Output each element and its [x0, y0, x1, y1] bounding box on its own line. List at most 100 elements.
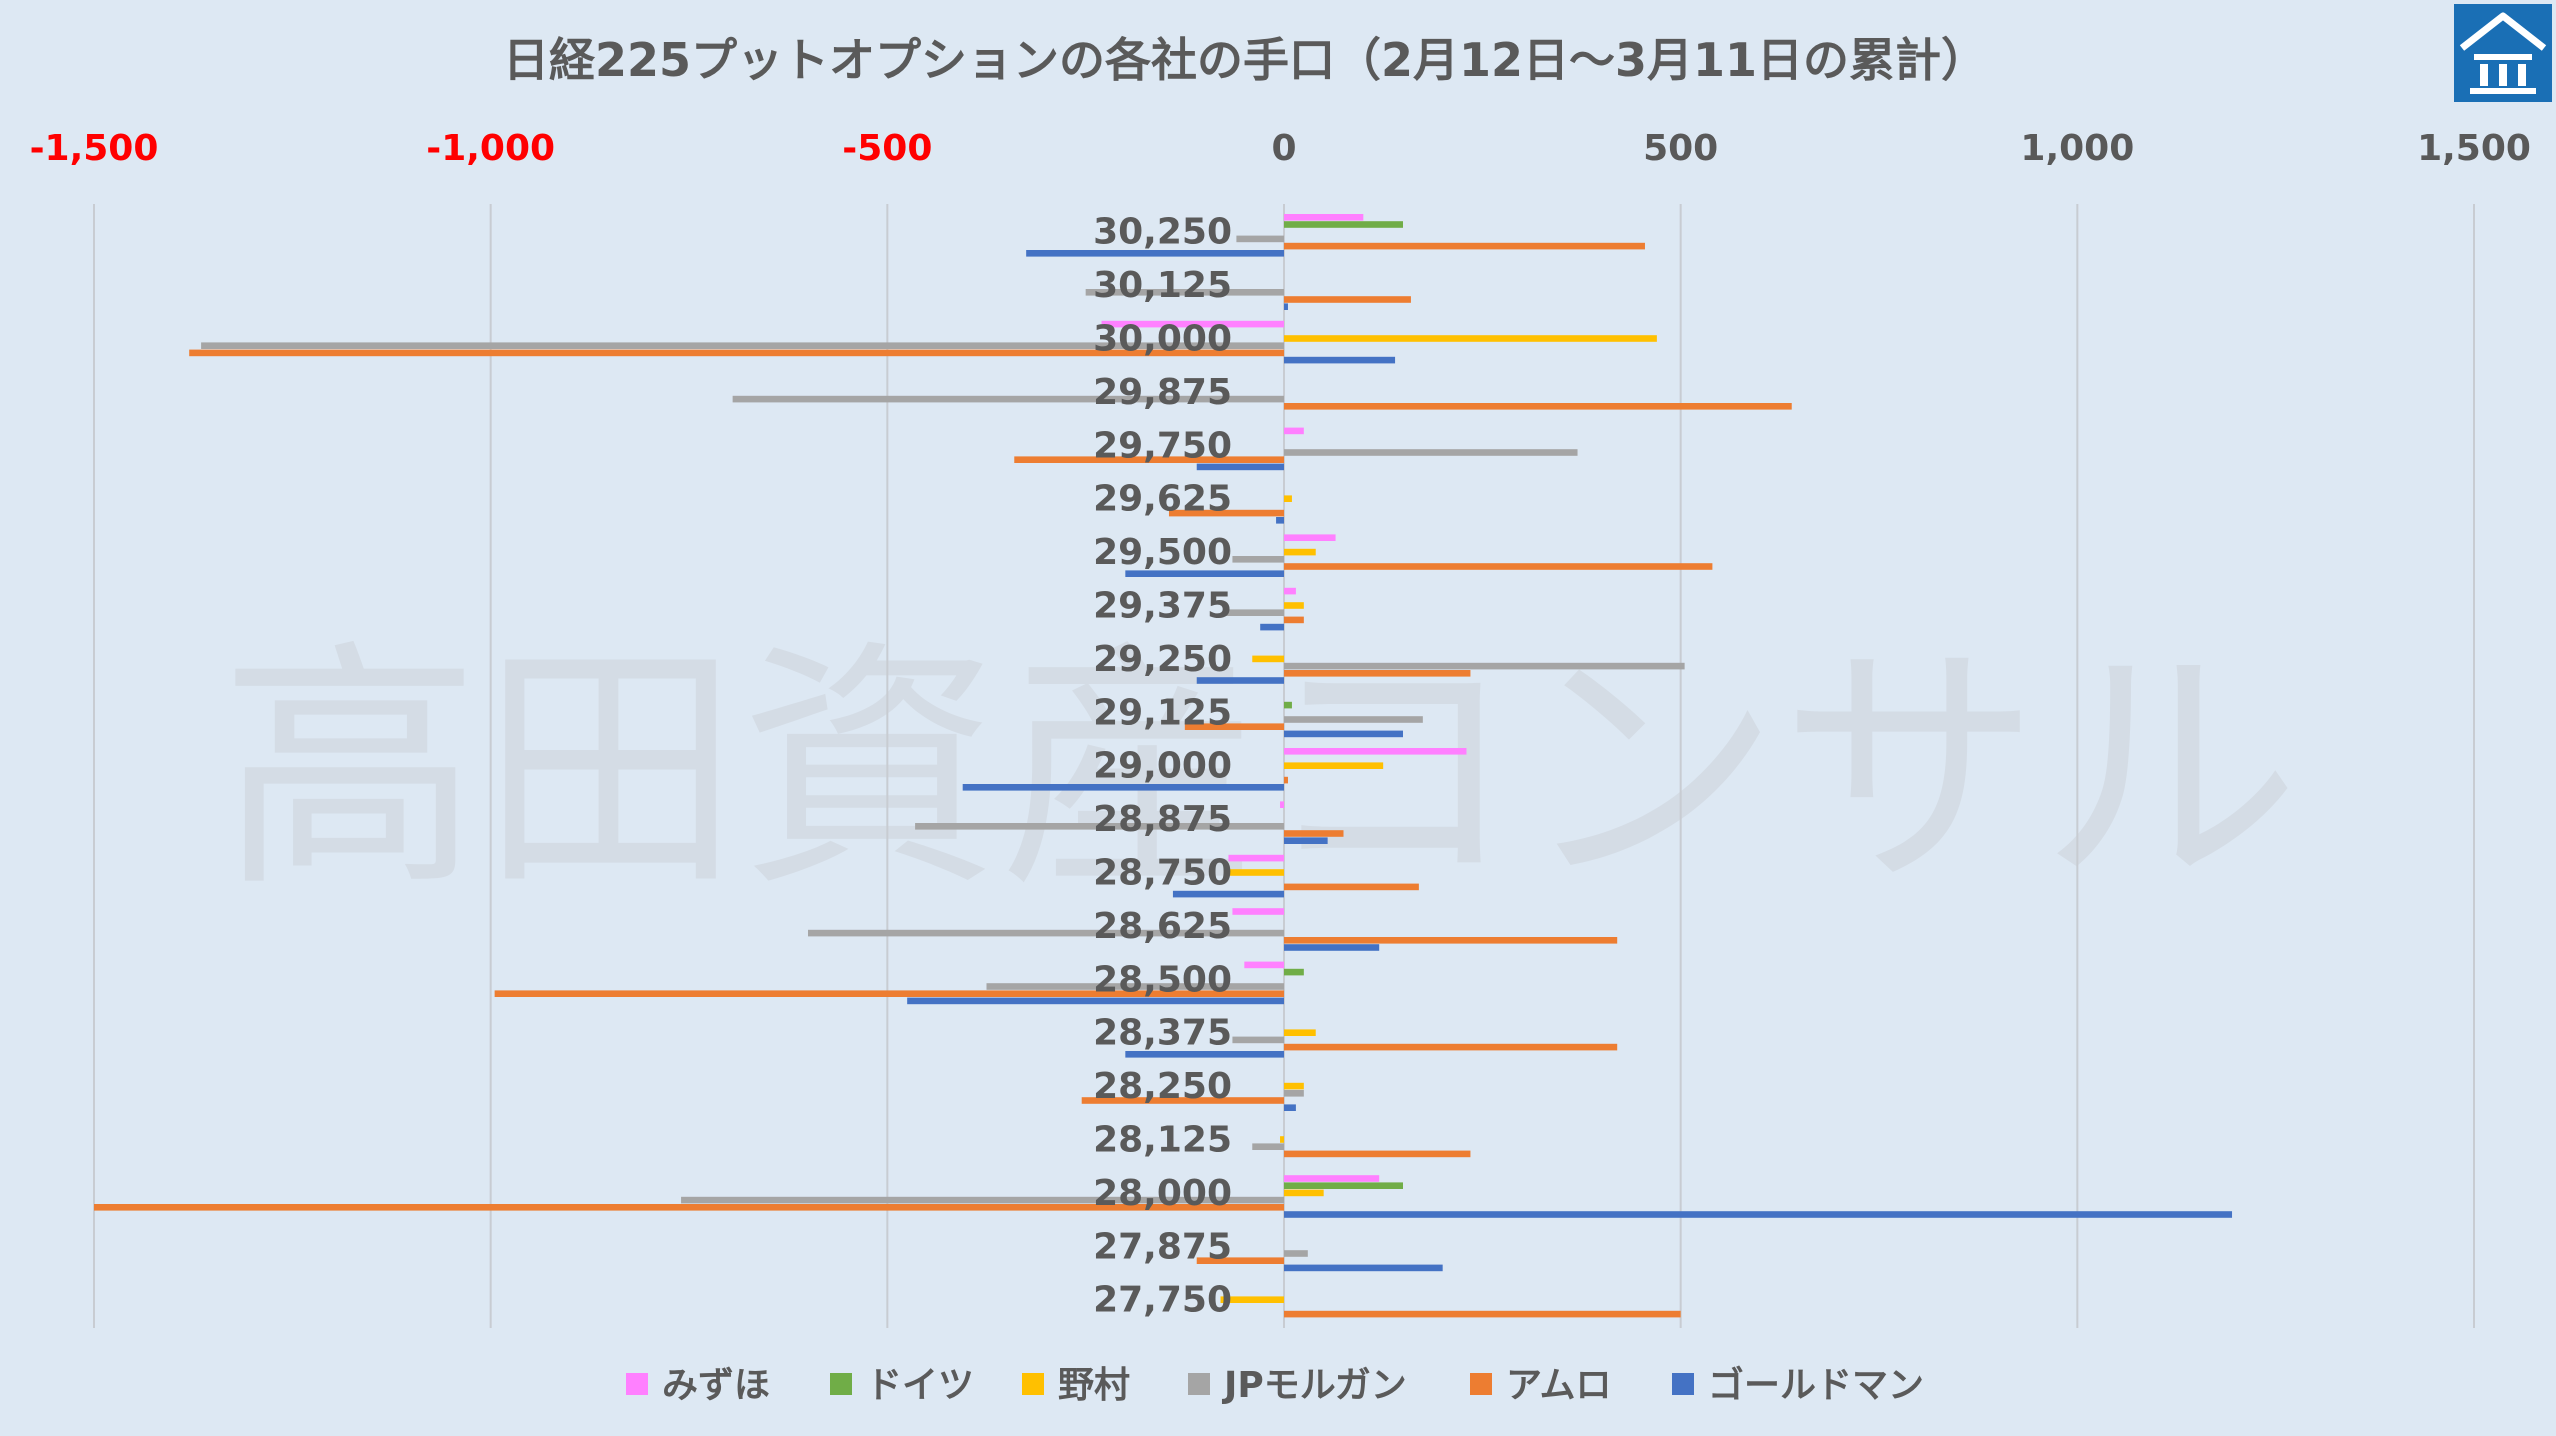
bar	[1244, 961, 1284, 969]
bar	[1284, 1211, 2233, 1218]
bar	[1196, 677, 1284, 684]
bar	[907, 997, 1284, 1005]
house-logo-icon	[2454, 4, 2552, 102]
bar	[1284, 716, 1423, 723]
category-label: 29,625	[1093, 479, 1232, 520]
bar	[1276, 517, 1284, 524]
bar	[1125, 570, 1284, 577]
bar	[1284, 214, 1364, 221]
x-tick-label: 500	[1643, 128, 1718, 169]
bar	[1284, 587, 1296, 595]
bar	[1284, 748, 1467, 755]
bar	[1284, 303, 1288, 310]
bar	[1284, 1264, 1443, 1272]
bar	[1284, 616, 1304, 624]
bar	[1228, 869, 1284, 876]
bar	[1284, 701, 1292, 709]
bar	[1284, 548, 1316, 556]
bar	[1284, 670, 1471, 677]
bar	[1284, 968, 1304, 976]
bar	[1284, 937, 1618, 944]
bar	[1284, 1189, 1324, 1197]
bar	[1284, 1043, 1618, 1051]
category-label: 29,500	[1093, 532, 1232, 573]
category-label: 29,750	[1093, 425, 1232, 466]
bar	[1252, 655, 1284, 663]
bar	[1196, 463, 1284, 471]
x-tick-label: 1,000	[2020, 128, 2134, 169]
bar	[1172, 890, 1284, 898]
legend-swatch	[1672, 1373, 1694, 1395]
bar	[986, 983, 1284, 990]
legend-label: みずほ	[662, 1365, 770, 1406]
bar	[962, 784, 1284, 791]
x-axis-ticks: -1,500 -1,000 -500 0 500 1,000 1,500	[30, 128, 2531, 169]
bar	[494, 990, 1285, 997]
bar	[1284, 221, 1403, 228]
bar	[1284, 883, 1419, 891]
bar	[1026, 250, 1284, 257]
bar	[1284, 1104, 1296, 1111]
category-label: 29,375	[1093, 586, 1232, 627]
category-labels: 30,250 30,125 30,000 29,875 29,750 29,625 29,5…	[1093, 212, 1232, 1321]
category-label: 28,875	[1093, 799, 1232, 840]
bar	[1168, 509, 1284, 517]
bar	[1284, 1310, 1681, 1318]
category-label: 30,125	[1093, 265, 1232, 306]
bar	[808, 929, 1284, 937]
legend-swatch	[1022, 1373, 1044, 1395]
category-label: 27,750	[1093, 1280, 1232, 1321]
category-label: 30,250	[1093, 212, 1232, 253]
category-label: 28,125	[1093, 1120, 1232, 1161]
category-label: 28,750	[1093, 853, 1232, 894]
bar	[1232, 908, 1284, 915]
bar	[1280, 1136, 1284, 1143]
bar	[1284, 762, 1384, 769]
bar	[1284, 1029, 1316, 1036]
bar	[1284, 335, 1657, 342]
bar	[1184, 723, 1284, 730]
category-label: 28,375	[1093, 1013, 1232, 1054]
bar	[1284, 1182, 1403, 1189]
watermark: 高田資産コンサル	[220, 620, 2300, 922]
bar	[915, 823, 1284, 830]
bar	[1284, 837, 1328, 844]
bar	[732, 395, 1284, 403]
bar	[1260, 623, 1284, 631]
bars	[94, 214, 2233, 1318]
bar	[1284, 427, 1304, 435]
bar	[1284, 944, 1380, 951]
category-label: 29,875	[1093, 372, 1232, 413]
x-tick-label: -1,000	[426, 128, 555, 169]
bar	[1284, 356, 1396, 364]
x-tick-label: 1,500	[2417, 128, 2531, 169]
bar	[1232, 1036, 1284, 1044]
bar	[1284, 449, 1578, 456]
legend-label: 野村	[1058, 1365, 1130, 1406]
bar	[681, 1196, 1284, 1204]
bar	[94, 1204, 1284, 1211]
bar	[1284, 1082, 1304, 1090]
bar	[1284, 602, 1304, 609]
bar	[1284, 1250, 1308, 1257]
legend-label: ドイツ	[866, 1365, 974, 1406]
chart-title: 日経225プットオプションの各社の手口（2月12日～3月11日の累計）	[503, 33, 1987, 87]
bar	[1284, 563, 1713, 570]
legend-swatch	[1470, 1373, 1492, 1395]
legend: みずほ ドイツ 野村 JPモルガン アムロ ゴールドマン	[626, 1364, 1924, 1406]
bar	[1101, 320, 1284, 328]
bar	[1220, 1296, 1284, 1303]
x-tick-label: -500	[842, 128, 932, 169]
bar	[1284, 534, 1336, 541]
legend-label: ゴールドマン	[1708, 1364, 1924, 1406]
bar	[1284, 830, 1344, 837]
x-tick-label: 0	[1271, 128, 1296, 169]
bar	[1284, 495, 1292, 502]
legend-swatch	[626, 1373, 648, 1395]
category-label: 28,250	[1093, 1066, 1232, 1107]
x-tick-label: -1,500	[30, 128, 159, 169]
bar	[1224, 609, 1284, 616]
bar	[1252, 1143, 1284, 1150]
category-label: 27,875	[1093, 1226, 1232, 1267]
